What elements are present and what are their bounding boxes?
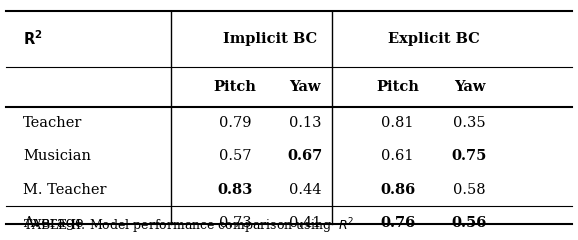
Text: 0.67: 0.67 <box>288 150 323 163</box>
Text: 0.13: 0.13 <box>289 116 321 130</box>
Text: 0.35: 0.35 <box>453 116 486 130</box>
Text: 0.44: 0.44 <box>289 183 321 197</box>
Text: 0.58: 0.58 <box>453 183 486 197</box>
Text: Pitch: Pitch <box>376 80 419 94</box>
Text: Teacher: Teacher <box>23 116 83 130</box>
Text: Musician: Musician <box>23 150 91 163</box>
Text: 0.57: 0.57 <box>219 150 251 163</box>
Text: TABLE II: Model performance comparison using  $R^2$: TABLE II: Model performance comparison u… <box>23 217 354 236</box>
Text: 0.81: 0.81 <box>381 116 414 130</box>
Text: 0.75: 0.75 <box>451 150 487 163</box>
Text: 0.83: 0.83 <box>218 183 253 197</box>
Text: 0.76: 0.76 <box>380 216 415 230</box>
Text: 0.41: 0.41 <box>289 216 321 230</box>
Text: Yaw: Yaw <box>454 80 485 94</box>
Text: $\mathbf{R^2}$: $\mathbf{R^2}$ <box>23 30 43 48</box>
Text: Pitch: Pitch <box>214 80 257 94</box>
Text: 0.56: 0.56 <box>451 216 487 230</box>
Text: M. Teacher: M. Teacher <box>23 183 106 197</box>
Text: 0.73: 0.73 <box>219 216 251 230</box>
Text: 0.86: 0.86 <box>380 183 415 197</box>
Text: Average: Average <box>23 216 84 230</box>
Text: 0.61: 0.61 <box>381 150 414 163</box>
Text: Implicit BC: Implicit BC <box>223 32 317 46</box>
Text: 0.79: 0.79 <box>219 116 251 130</box>
Text: Explicit BC: Explicit BC <box>388 32 479 46</box>
Text: Yaw: Yaw <box>290 80 321 94</box>
